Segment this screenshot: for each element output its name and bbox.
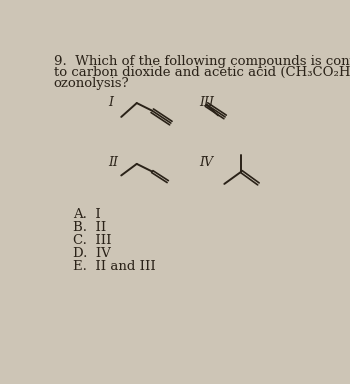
Text: C.  III: C. III [73, 234, 112, 247]
Text: A.  I: A. I [73, 208, 101, 221]
Text: to carbon dioxide and acetic acid (CH₃CO₂H) upon: to carbon dioxide and acetic acid (CH₃CO… [54, 66, 350, 79]
Text: IV: IV [199, 156, 213, 169]
Text: B.  II: B. II [73, 221, 106, 234]
Text: I: I [108, 96, 113, 109]
Text: E.  II and III: E. II and III [73, 260, 156, 273]
Text: II: II [108, 156, 118, 169]
Text: 9.  Which of the following compounds is converted: 9. Which of the following compounds is c… [54, 55, 350, 68]
Text: ozonolysis?: ozonolysis? [54, 77, 130, 90]
Text: D.  IV: D. IV [73, 247, 111, 260]
Text: III: III [199, 96, 214, 109]
